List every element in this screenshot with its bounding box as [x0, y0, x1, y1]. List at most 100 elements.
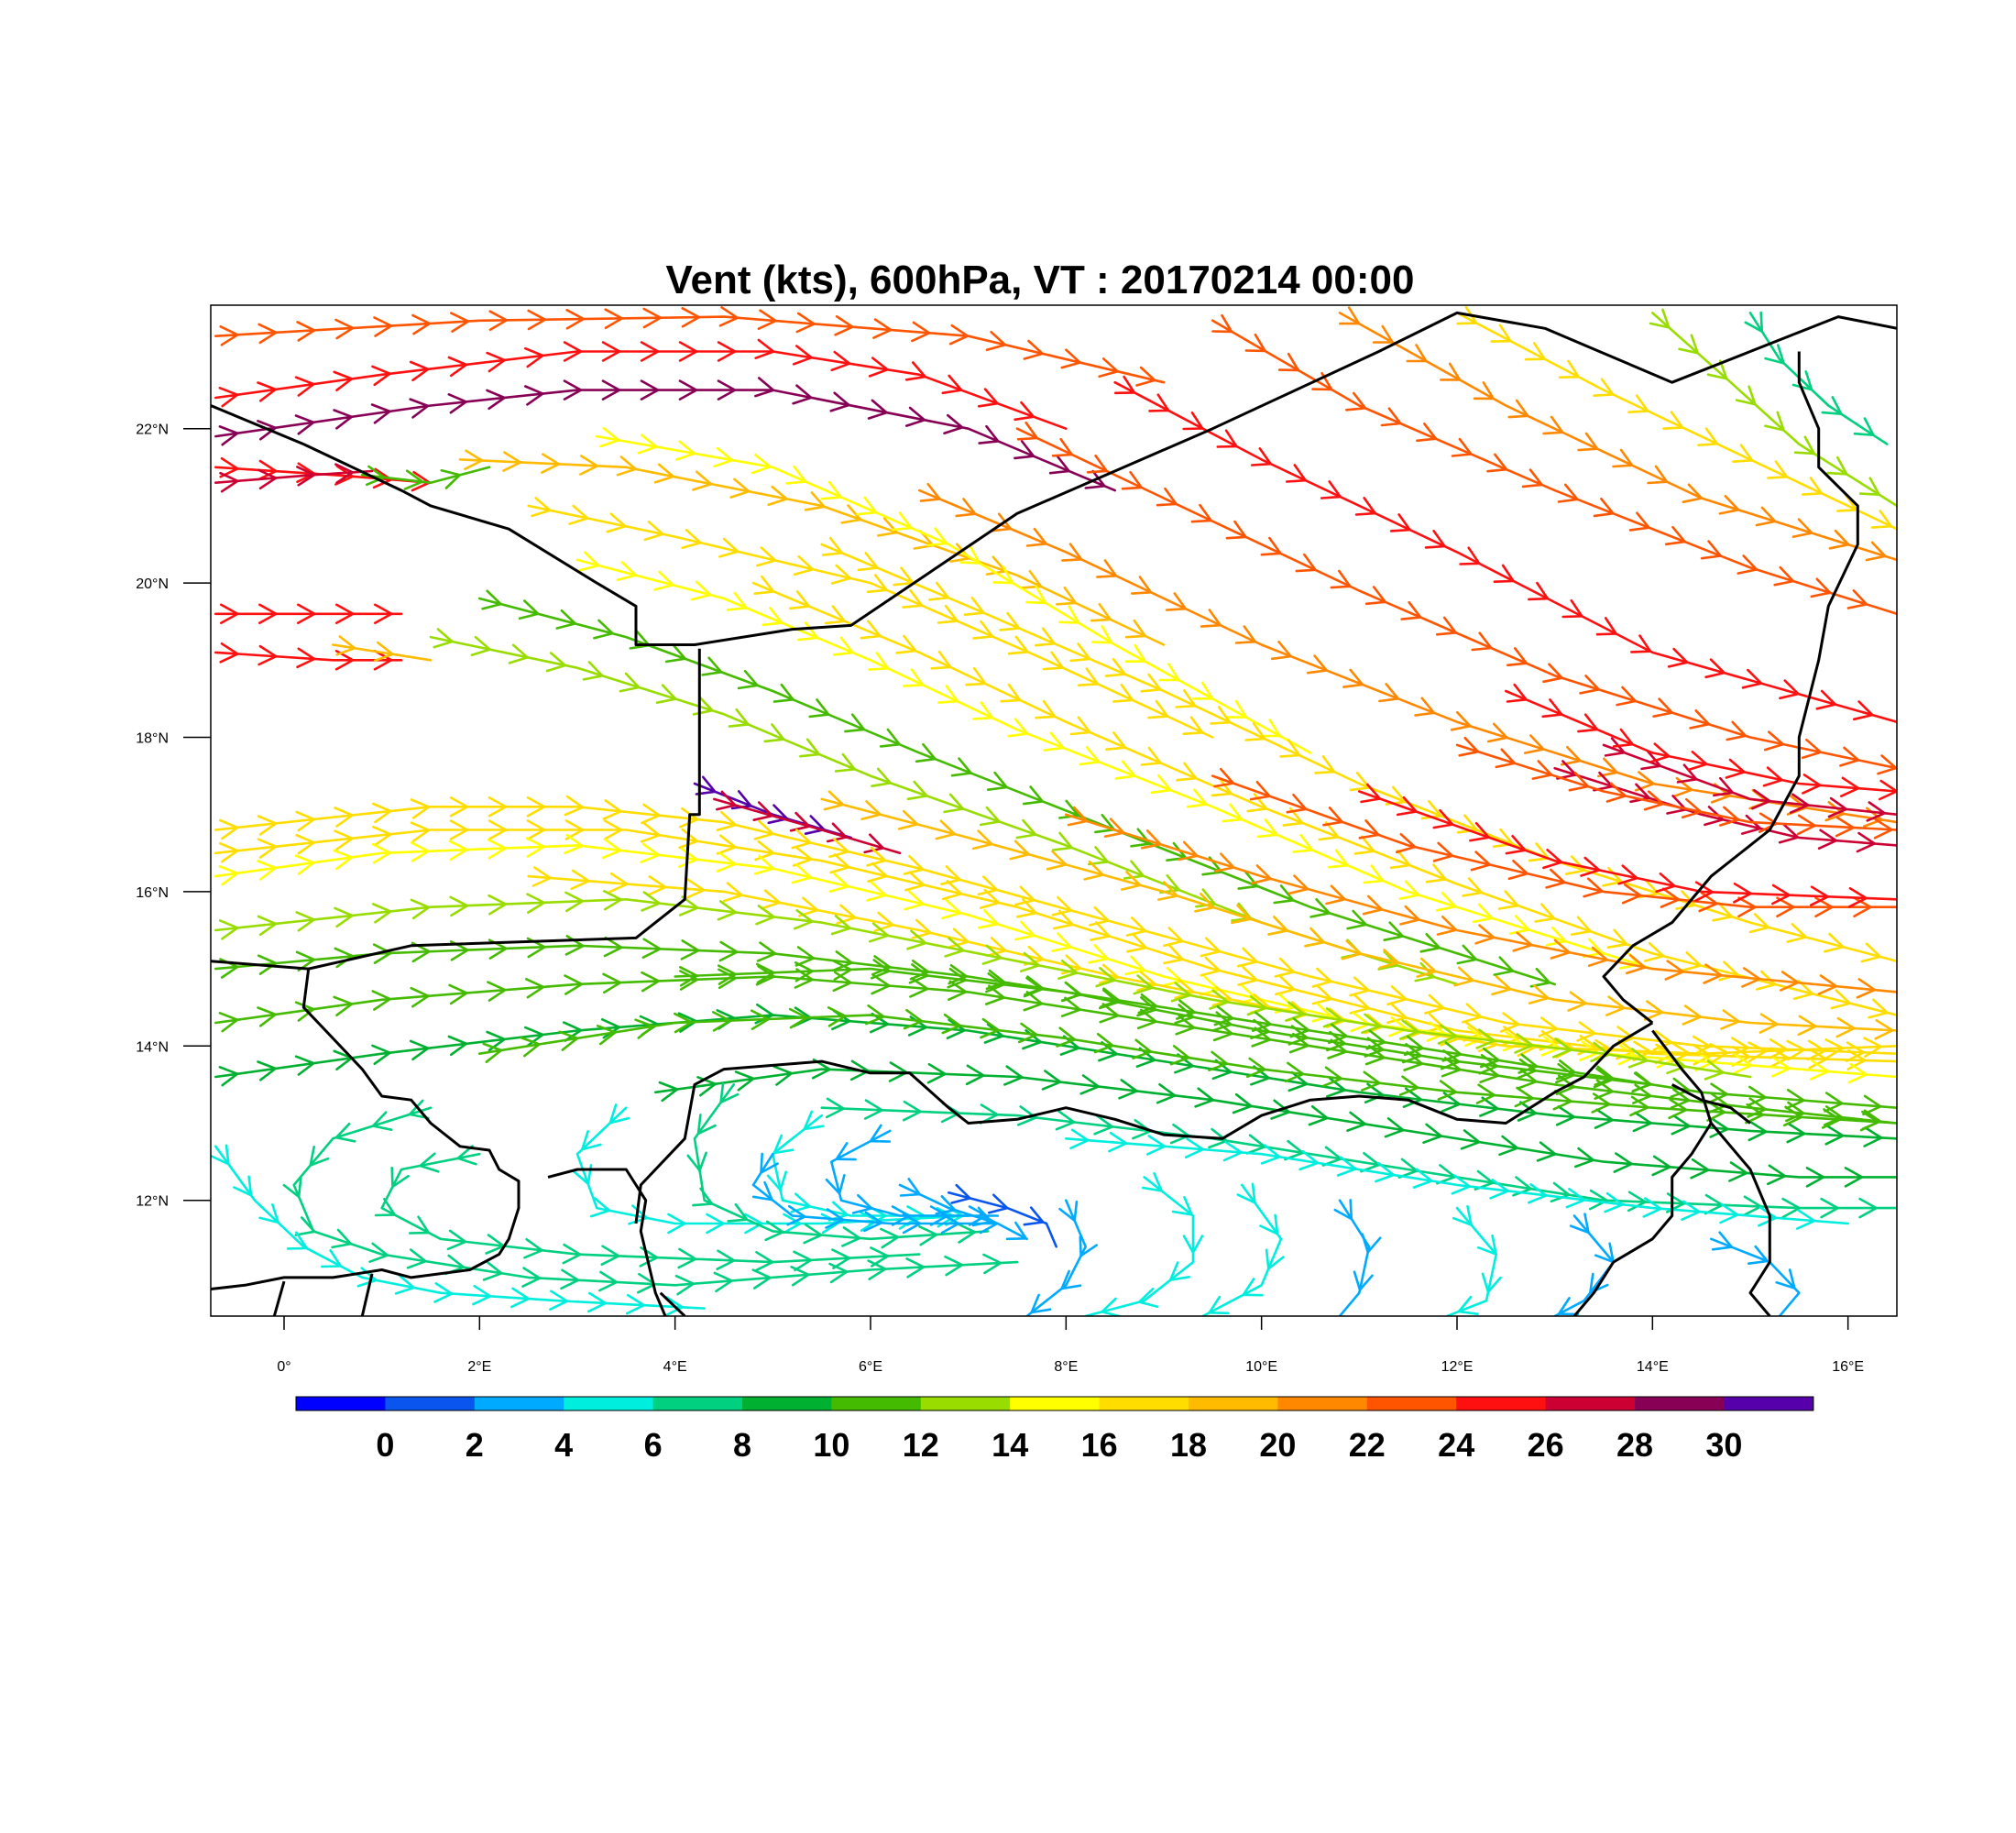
wind-chevron: [1114, 375, 1136, 395]
wind-chevron: [1810, 577, 1832, 598]
lon-tick-label: 8°E: [1054, 1359, 1078, 1375]
wind-chevron: [296, 647, 316, 669]
wind-chevron: [1182, 716, 1204, 736]
wind-chevron: [1237, 965, 1258, 986]
wind-chevron: [869, 922, 890, 943]
wind-chevron: [1682, 483, 1704, 503]
wind-chevron: [640, 822, 661, 843]
wind-chevron: [751, 1180, 773, 1202]
wind-chevron: [1019, 951, 1040, 972]
wind-chevron: [1211, 986, 1233, 1007]
wind-chevron: [1808, 1048, 1828, 1070]
wind-chevron: [1617, 864, 1638, 885]
wind-chevron: [1124, 955, 1145, 976]
streamline: [1338, 312, 1897, 562]
wind-chevron: [755, 905, 775, 926]
wind-chevron: [985, 972, 1005, 993]
wind-chevron: [1195, 888, 1217, 908]
wind-chevron: [1345, 391, 1367, 412]
wind-chevron: [1711, 1231, 1733, 1251]
wind-chevron: [1469, 821, 1490, 842]
wind-chevron: [1762, 766, 1783, 787]
wind-chevron: [1859, 1110, 1879, 1132]
wind-chevron: [1051, 437, 1073, 457]
wind-chevron: [944, 1255, 964, 1277]
wind-chevron: [728, 708, 750, 728]
wind-chevron: [1877, 754, 1897, 775]
streamline: [898, 1183, 1028, 1241]
border-line: [547, 1168, 667, 1316]
wind-chevron: [440, 468, 462, 489]
wind-chevron: [257, 1060, 277, 1081]
wind-chevron: [706, 1213, 725, 1235]
wind-chevron: [1764, 411, 1785, 432]
wind-chevron: [1406, 344, 1428, 363]
wind-chevron: [1130, 828, 1152, 848]
wind-chevron: [979, 1103, 999, 1125]
colorbar-label: 20: [1259, 1426, 1296, 1464]
wind-chevron: [1098, 1041, 1119, 1062]
wind-chevron: [1662, 411, 1684, 430]
wind-chevron: [555, 609, 577, 630]
wind-chevron: [1058, 605, 1080, 624]
wind-chevron: [1453, 966, 1474, 987]
wind-chevron: [1664, 525, 1686, 546]
wind-chevron: [640, 379, 660, 401]
wind-chevron: [1099, 988, 1120, 1010]
wind-chevron: [1270, 640, 1292, 661]
wind-chevron: [1279, 739, 1301, 758]
wind-chevron: [1168, 1261, 1190, 1281]
wind-chevron: [727, 1202, 749, 1223]
wind-chevron: [1827, 796, 1848, 818]
wind-chevron: [1311, 984, 1333, 1005]
wind-chevron: [481, 589, 502, 610]
wind-chevron: [1796, 1209, 1816, 1230]
wind-chevron: [219, 325, 239, 346]
wind-chevron: [1069, 716, 1091, 736]
wind-chevron: [637, 434, 658, 455]
wind-chevron: [795, 312, 816, 334]
wind-chevron: [368, 1242, 389, 1263]
wind-chevron: [373, 316, 393, 337]
wind-chevron: [1136, 996, 1157, 1017]
wind-chevron: [419, 1152, 440, 1173]
colorbar-label: 6: [644, 1426, 663, 1464]
wind-chevron: [1333, 1199, 1353, 1221]
wind-chevron: [549, 1290, 569, 1311]
wind-chevron: [930, 650, 952, 670]
wind-chevron: [1285, 1001, 1306, 1022]
wind-chevron: [1807, 1039, 1826, 1061]
wind-chevron: [1778, 823, 1800, 844]
streamline: [214, 1145, 706, 1310]
streamline: [1553, 766, 1897, 847]
wind-chevron: [867, 862, 888, 883]
colorbar-bin: [564, 1397, 654, 1410]
wind-chevron: [374, 603, 393, 625]
wind-chevron: [860, 800, 882, 821]
wind-chevron: [448, 840, 468, 862]
streamline: [1710, 1237, 1801, 1316]
wind-chevron: [1506, 683, 1528, 703]
wind-chevron: [1246, 1057, 1266, 1079]
wind-chevron: [1735, 385, 1757, 406]
wind-chevron: [1792, 980, 1814, 1000]
wind-chevron: [1175, 689, 1197, 708]
wind-chevron: [625, 1293, 645, 1315]
wind-chevron: [948, 964, 968, 985]
wind-streamlines: [211, 306, 1897, 1316]
colorbar-bin: [831, 1397, 922, 1410]
colorbar-bin: [920, 1397, 1011, 1410]
wind-chevron: [1791, 518, 1813, 538]
wind-chevron: [1628, 511, 1650, 532]
wind-chevron: [531, 497, 552, 518]
wind-chevron: [433, 1282, 454, 1303]
wind-chevron: [1529, 967, 1551, 988]
wind-chevron: [1751, 789, 1771, 810]
wind-chevron: [1200, 956, 1222, 977]
wind-chevron: [772, 1134, 794, 1155]
wind-chevron: [1282, 807, 1304, 827]
colorbar-bin: [1545, 1397, 1636, 1410]
wind-chevron: [1322, 807, 1343, 827]
colorbar-bin: [296, 1397, 386, 1410]
wind-chevron: [866, 574, 888, 594]
